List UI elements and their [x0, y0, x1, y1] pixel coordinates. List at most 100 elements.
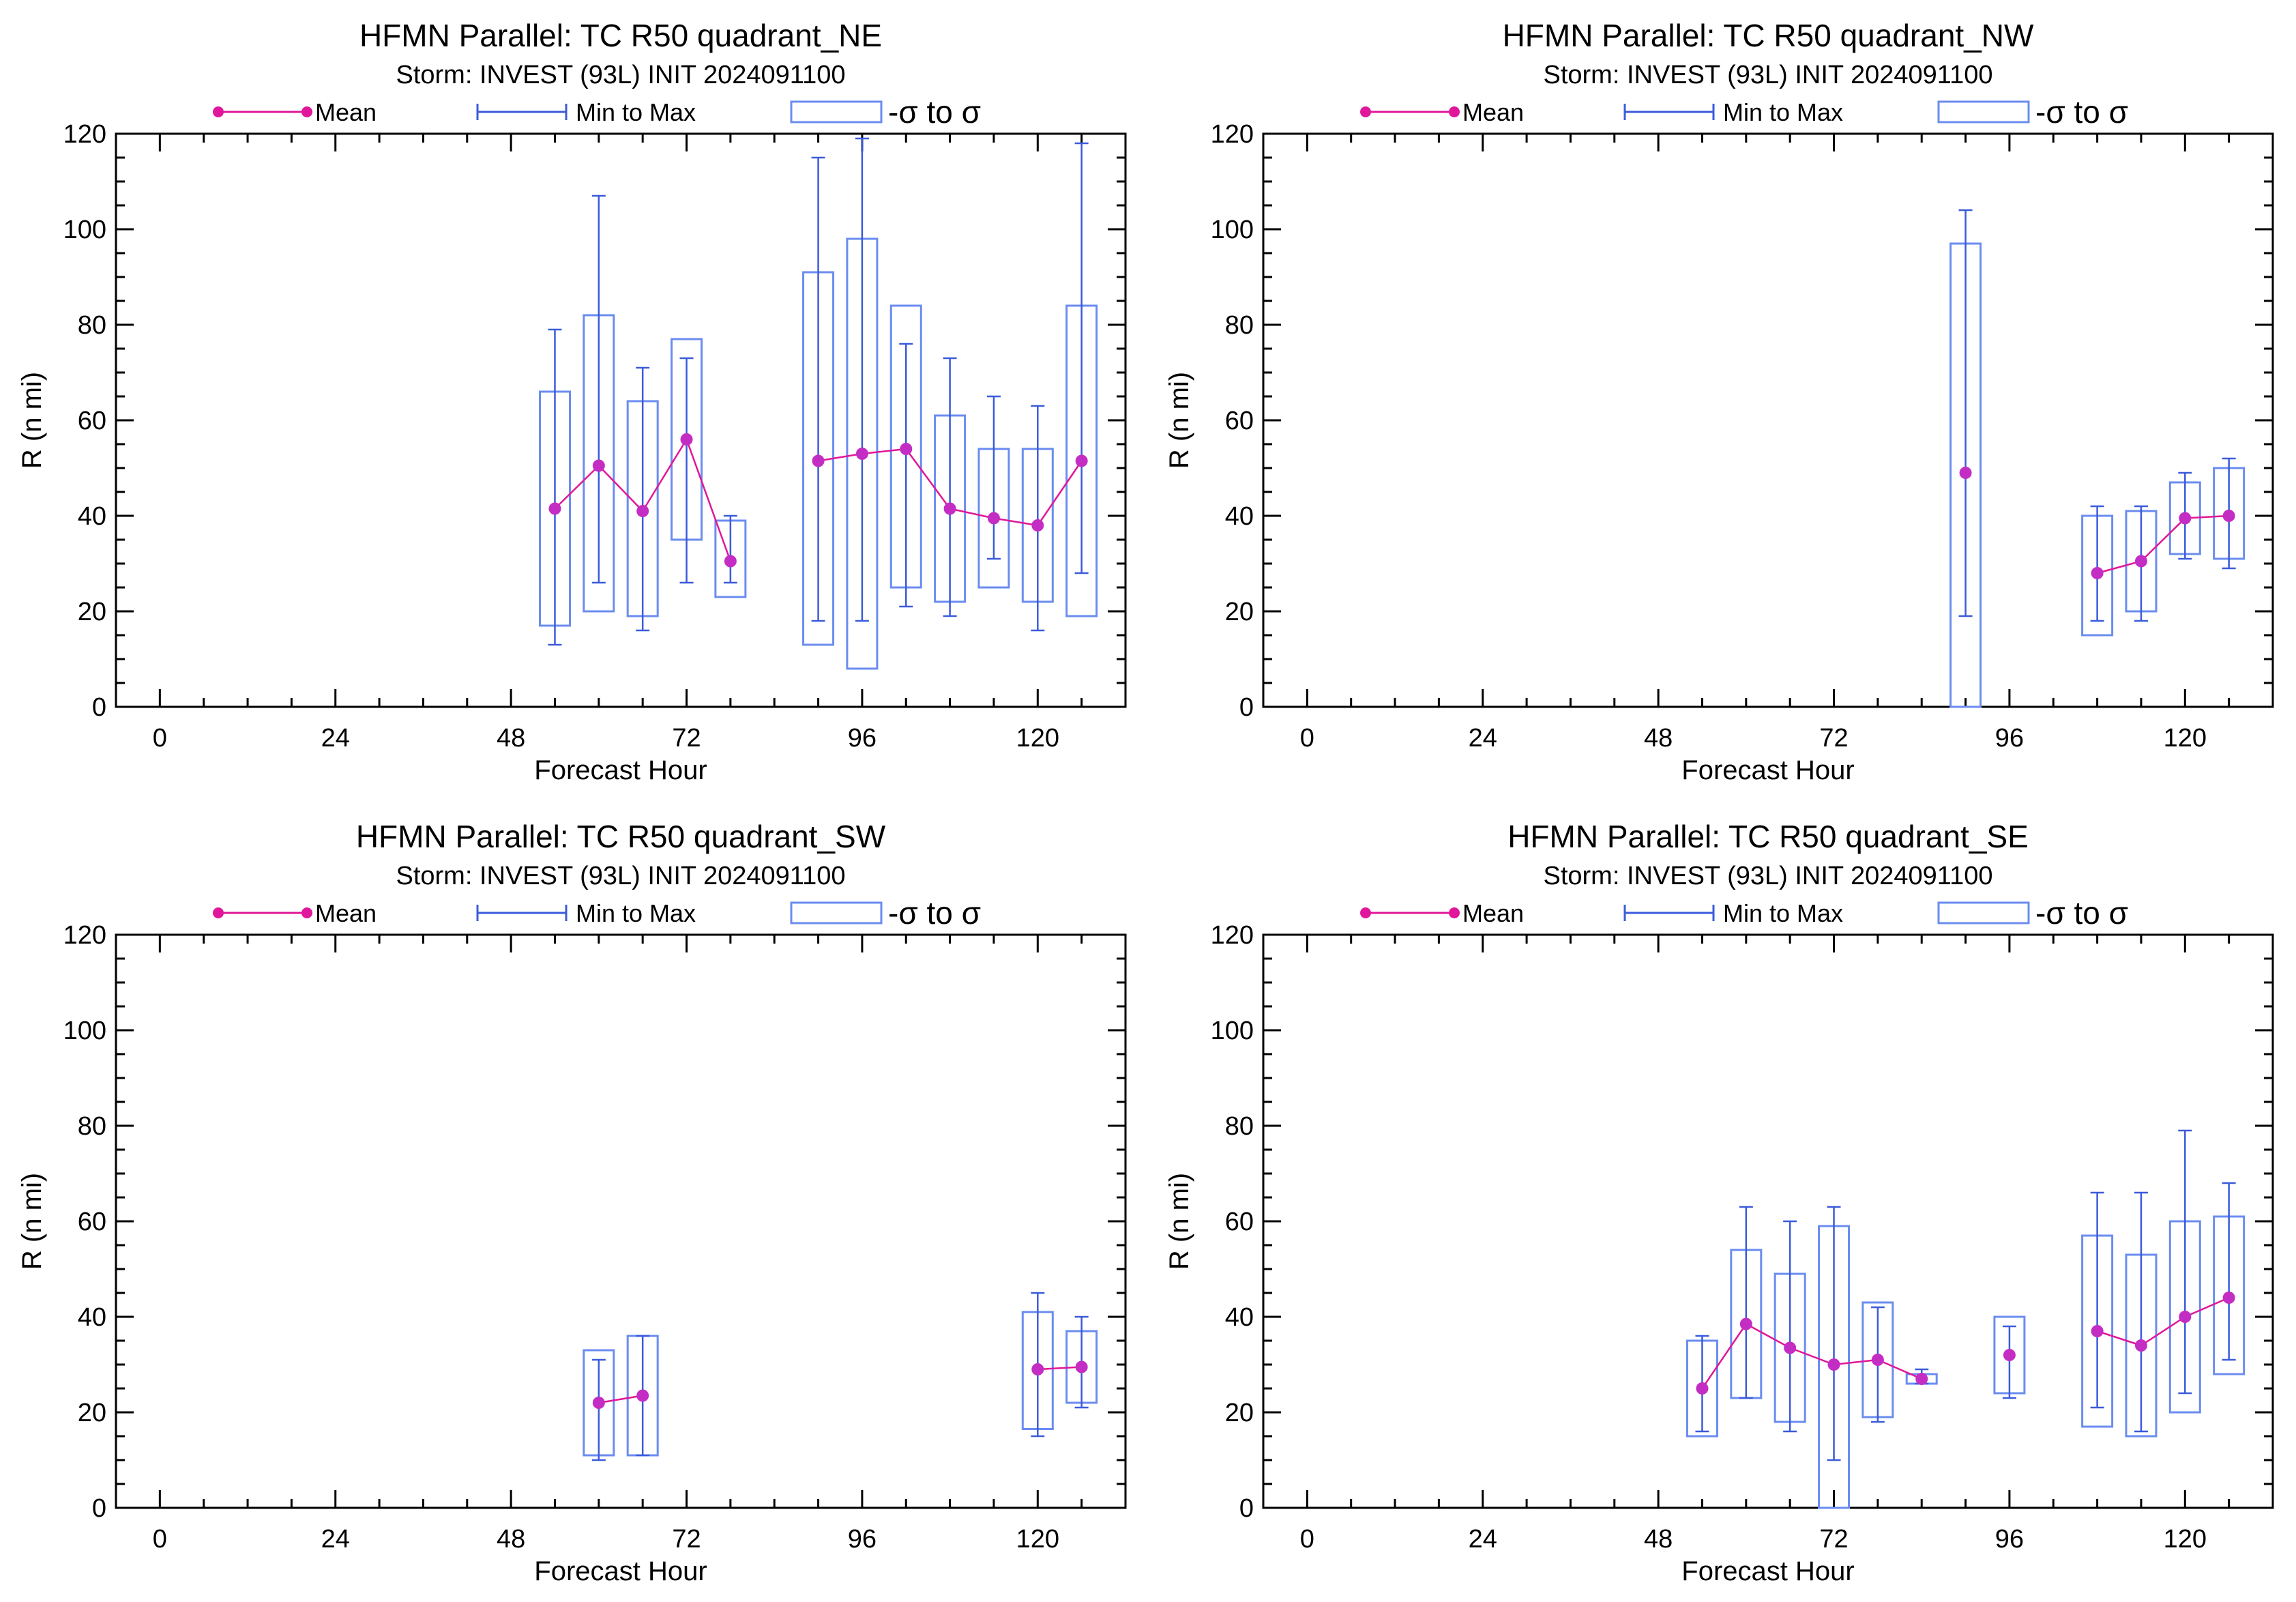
x-tick-label: 0	[153, 1525, 167, 1554]
x-axis-title: Forecast Hour	[534, 1556, 707, 1586]
x-tick-label: 120	[1016, 1525, 1059, 1554]
x-tick-label: 0	[153, 724, 167, 753]
legend-mean-label: Mean	[1462, 899, 1524, 927]
legend-mean-marker	[1360, 106, 1371, 117]
legend-mean-label: Mean	[315, 98, 377, 126]
x-tick-label: 96	[1995, 724, 2024, 753]
x-tick-label: 72	[1819, 1525, 1848, 1554]
mean-point	[2091, 1325, 2104, 1337]
legend-mean-marker	[1449, 907, 1460, 918]
plot-frame	[1262, 933, 2274, 1509]
chart-panel-3: HFMN Parallel: TC R50 quadrant_SW Storm: …	[17, 819, 1127, 1586]
mean-line-segment	[2097, 1330, 2142, 1347]
x-axis-title: Forecast Hour	[1681, 755, 1854, 785]
legend: Mean Min to Max -σ to σ	[1360, 94, 2128, 130]
mean-line-segment	[2185, 514, 2229, 519]
x-tick-label: 96	[848, 724, 877, 753]
mean-point	[1959, 467, 1972, 479]
mean-line-segment	[1701, 1323, 1747, 1389]
x-tick-label: 48	[497, 1525, 525, 1554]
x-tick-label: 24	[1469, 724, 1497, 753]
mean-line-segment	[950, 508, 995, 519]
y-axis-title: R (n mi)	[1164, 1173, 1194, 1270]
mean-point	[1871, 1354, 1884, 1366]
legend-sigma-box	[790, 901, 883, 924]
y-tick-label: 20	[1225, 1399, 1254, 1427]
legend-mean-label: Mean	[1462, 98, 1524, 126]
mean-line-segment	[1834, 1358, 1879, 1366]
mean-line-segment	[642, 439, 688, 512]
y-tick-label: 60	[1225, 407, 1254, 435]
x-tick-label: 0	[1300, 724, 1314, 753]
mean-point	[724, 555, 737, 568]
mean-point	[592, 459, 605, 472]
x-tick-label: 120	[2164, 1525, 2207, 1554]
mean-point	[1739, 1317, 1752, 1330]
y-tick-label: 80	[78, 1112, 106, 1141]
x-tick-label: 24	[321, 1525, 350, 1554]
y-tick-label: 0	[92, 1494, 106, 1523]
mean-point	[2134, 1339, 2147, 1352]
legend-sigma-box	[790, 100, 883, 123]
mean-line-segment	[1789, 1347, 1834, 1366]
y-tick-label: 100	[1211, 216, 1254, 244]
mean-point	[855, 448, 868, 460]
y-tick-label: 120	[63, 921, 106, 950]
chart-title: HFMN Parallel: TC R50 quadrant_SW	[356, 819, 886, 854]
y-tick-label: 60	[78, 1208, 106, 1236]
mean-point	[987, 512, 1000, 525]
mean-line-segment	[598, 1395, 643, 1404]
legend-sigma-label: -σ to σ	[2035, 94, 2128, 130]
chart-subtitle: Storm: INVEST (93L) INIT 2024091100	[396, 61, 845, 89]
mean-line-segment	[2140, 517, 2186, 562]
y-axis-title: R (n mi)	[17, 1173, 47, 1270]
mean-line-segment	[2097, 560, 2142, 574]
legend-sigma-label: -σ to σ	[2035, 895, 2128, 931]
mean-point	[548, 502, 561, 515]
chart-subtitle: Storm: INVEST (93L) INIT 2024091100	[1543, 61, 1992, 89]
y-tick-label: 0	[1239, 1494, 1254, 1523]
legend-mean-marker	[301, 106, 312, 117]
y-tick-label: 20	[78, 598, 106, 626]
mean-line-segment	[905, 448, 951, 510]
y-tick-label: 40	[1225, 502, 1254, 531]
chart-title: HFMN Parallel: TC R50 quadrant_NW	[1503, 18, 2034, 53]
mean-point	[1827, 1358, 1840, 1371]
legend-mean-marker	[213, 106, 224, 117]
legend: Mean Min to Max -σ to σ	[1360, 895, 2128, 931]
mean-line-segment	[1877, 1358, 1922, 1380]
mean-point	[636, 1389, 649, 1402]
x-tick-label: 120	[2164, 724, 2207, 753]
mean-point	[2003, 1349, 2016, 1361]
y-tick-label: 80	[1225, 1112, 1254, 1141]
x-tick-label: 24	[321, 724, 350, 753]
legend-mean-marker	[1360, 907, 1371, 918]
mean-point	[1031, 1363, 1044, 1375]
legend-mean-marker	[301, 907, 312, 918]
y-tick-label: 80	[1225, 311, 1254, 340]
y-tick-label: 40	[1225, 1303, 1254, 1332]
x-tick-label: 24	[1469, 1525, 1497, 1554]
mean-point	[592, 1397, 605, 1409]
x-axis-title: Forecast Hour	[1681, 1556, 1854, 1586]
mean-line-segment	[686, 439, 732, 562]
chart-subtitle: Storm: INVEST (93L) INIT 2024091100	[396, 862, 845, 890]
mean-line-segment	[1037, 460, 1083, 526]
y-tick-label: 120	[63, 120, 106, 149]
mean-point	[1784, 1341, 1797, 1354]
plot-frame	[115, 933, 1127, 1509]
mean-line-segment	[993, 517, 1038, 527]
y-tick-label: 100	[1211, 1017, 1254, 1045]
y-axis-title: R (n mi)	[17, 372, 47, 469]
y-tick-label: 20	[78, 1399, 106, 1427]
mean-point	[1915, 1373, 1928, 1385]
x-tick-label: 48	[1644, 1525, 1673, 1554]
mean-point	[900, 443, 913, 455]
y-tick-label: 60	[1225, 1208, 1254, 1236]
y-tick-label: 120	[1211, 120, 1254, 149]
y-tick-label: 80	[78, 311, 106, 340]
x-tick-label: 96	[848, 1525, 877, 1554]
chart-title: HFMN Parallel: TC R50 quadrant_SE	[1507, 819, 2029, 854]
plot-frame	[1262, 132, 2274, 708]
